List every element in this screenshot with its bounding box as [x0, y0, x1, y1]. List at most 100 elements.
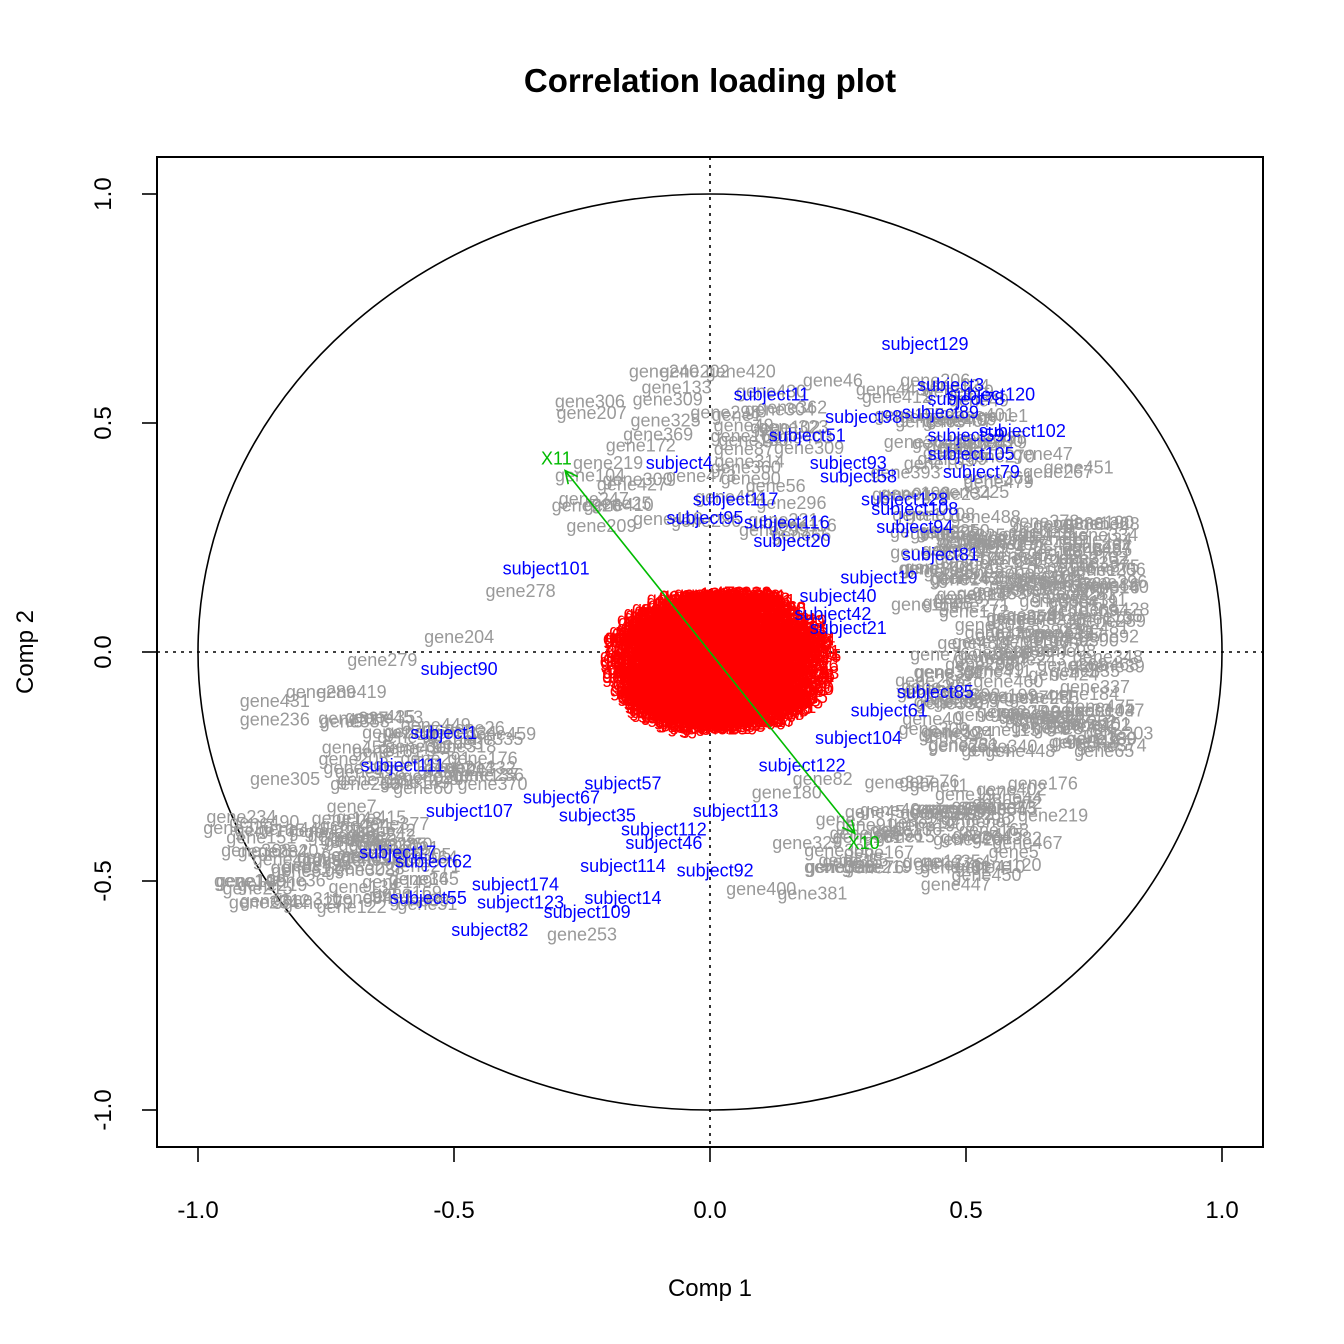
gene-label-background: gene15	[823, 851, 883, 871]
gene-label-background: gene94	[1072, 537, 1132, 557]
gene-label-background: gene290	[953, 431, 1023, 451]
inner-variable-label: gene394	[717, 690, 787, 710]
inner-variable-label: gene61	[690, 692, 750, 712]
inner-variable-label: gene251	[752, 620, 822, 640]
inner-variable-label: gene145	[706, 671, 776, 691]
inner-variable-label: gene465	[692, 696, 762, 716]
inner-variable-label: gene348	[723, 594, 793, 614]
inner-variable-label: gene149	[725, 692, 795, 712]
gene-label-background: gene65	[916, 523, 976, 543]
inner-variable-label: gene94	[773, 641, 833, 661]
gene-label-background: gene328	[806, 857, 876, 877]
gene-label-background: gene304	[939, 688, 1009, 708]
inner-variable-label: gene250	[625, 611, 695, 631]
subject-label: subject102	[979, 421, 1066, 441]
gene-label-background: gene118	[340, 847, 409, 867]
inner-variable-label: gene107	[627, 616, 697, 636]
inner-variable-label: gene469	[711, 635, 781, 655]
inner-variable-label: gene200	[652, 686, 722, 706]
gene-label-background: gene390	[954, 648, 1024, 668]
inner-variable-label: gene446	[667, 678, 737, 698]
inner-variable-label: gene398	[665, 685, 735, 705]
inner-variable-label: gene314	[623, 653, 693, 673]
subject-label: subject128	[861, 490, 948, 510]
inner-variable-label: gene129	[661, 638, 731, 658]
gene-label-background: gene291	[401, 749, 471, 769]
inner-variable-label: gene81	[744, 681, 804, 701]
inner-variable-label: gene101	[637, 670, 707, 690]
inner-variable-label: gene403	[744, 615, 814, 635]
inner-variable-label: gene463	[744, 631, 814, 651]
subject-label: subject120	[948, 384, 1035, 404]
inner-variable-label: gene245	[706, 603, 776, 623]
gene-label: gene236	[240, 709, 310, 729]
subject-label: subject98	[825, 407, 902, 427]
inner-variable-label: gene406	[639, 627, 709, 647]
gene-label-background: gene142	[890, 522, 960, 542]
gene-label-background: gene135	[1067, 560, 1137, 580]
inner-variable-label: gene424	[698, 642, 768, 662]
gene-label-background: gene89	[389, 891, 449, 911]
inner-variable-label: gene332	[631, 646, 701, 666]
inner-variable-label: gene225	[655, 713, 725, 733]
gene-label-background: gene309	[633, 390, 703, 410]
inner-variable-label: gene271	[629, 688, 699, 708]
inner-variable-label: gene447	[667, 662, 737, 682]
inner-variable-label: gene143	[674, 711, 744, 731]
inner-variable-label: gene163	[634, 600, 704, 620]
inner-variable-label: gene392	[712, 655, 782, 675]
gene-label-background: gene409	[383, 769, 453, 789]
inner-variable-label: gene211	[638, 688, 707, 708]
gene-label-background: gene377	[359, 814, 429, 834]
gene-label-background: gene73	[976, 797, 1036, 817]
inner-variable-label: gene449	[705, 643, 775, 663]
inner-variable-label: gene320	[639, 601, 709, 621]
inner-variable-label: gene35	[693, 712, 753, 732]
inner-variable-label: gene427	[708, 688, 778, 708]
inner-variable-label: gene330	[631, 612, 701, 632]
inner-variable-label: gene12	[661, 712, 721, 732]
gene-label-background: gene169	[372, 883, 442, 903]
inner-variable-label: gene445	[742, 640, 812, 660]
inner-variable-label: gene393	[681, 621, 751, 641]
inner-variable-label: gene54	[675, 638, 735, 658]
inner-variable-label: gene88	[662, 707, 722, 727]
gene-label-background: gene209	[566, 516, 636, 536]
inner-variable-label: gene426	[673, 614, 743, 634]
inner-variable-label: gene487	[653, 619, 723, 639]
inner-variable-label: gene478	[724, 670, 794, 690]
gene-label-background: gene104	[1065, 700, 1135, 720]
gene-label-background: gene427	[939, 532, 1009, 552]
inner-variable-label: gene38	[635, 690, 695, 710]
gene-label-background: gene306	[804, 840, 874, 860]
inner-variable-label: gene85	[709, 628, 769, 648]
subject-label: subject61	[851, 700, 928, 720]
chart-title: Correlation loading plot	[524, 62, 896, 99]
inner-variable-label: gene250	[673, 604, 743, 624]
subject-label: subject104	[815, 728, 902, 748]
inner-variable-label: gene247	[633, 625, 703, 645]
inner-variable-label: gene448	[614, 638, 684, 658]
inner-variable-label: gene307	[659, 695, 729, 715]
inner-variable-label: gene202	[635, 690, 705, 710]
gene-label-background: gene26	[445, 718, 505, 738]
inner-variable-label: gene1	[658, 701, 708, 721]
gene-label-background: gene355	[818, 851, 888, 871]
inner-variable-label: gene178	[637, 669, 707, 689]
inner-variable-label: gene340	[750, 644, 820, 664]
inner-variable-label: gene336	[647, 588, 717, 608]
y-tick-label: -0.5	[90, 860, 117, 901]
inner-variable-label: gene160	[671, 616, 741, 636]
gene-label-background: gene479	[924, 382, 994, 402]
inner-variable-label: gene160	[734, 631, 804, 651]
gene-label-background: gene275	[362, 722, 432, 742]
inner-variable-label: gene355	[654, 707, 724, 727]
gene-label-background: gene66	[771, 525, 831, 545]
inner-variable-label: gene414	[688, 646, 758, 666]
inner-variable-label: gene335	[624, 610, 694, 630]
inner-variable-label: gene406	[740, 693, 810, 713]
gene-label: gene219	[1018, 806, 1088, 826]
inner-variable-label: gene109	[660, 584, 730, 604]
inner-variable-label: gene480	[678, 655, 748, 675]
gene-label-background: gene473	[666, 466, 736, 486]
